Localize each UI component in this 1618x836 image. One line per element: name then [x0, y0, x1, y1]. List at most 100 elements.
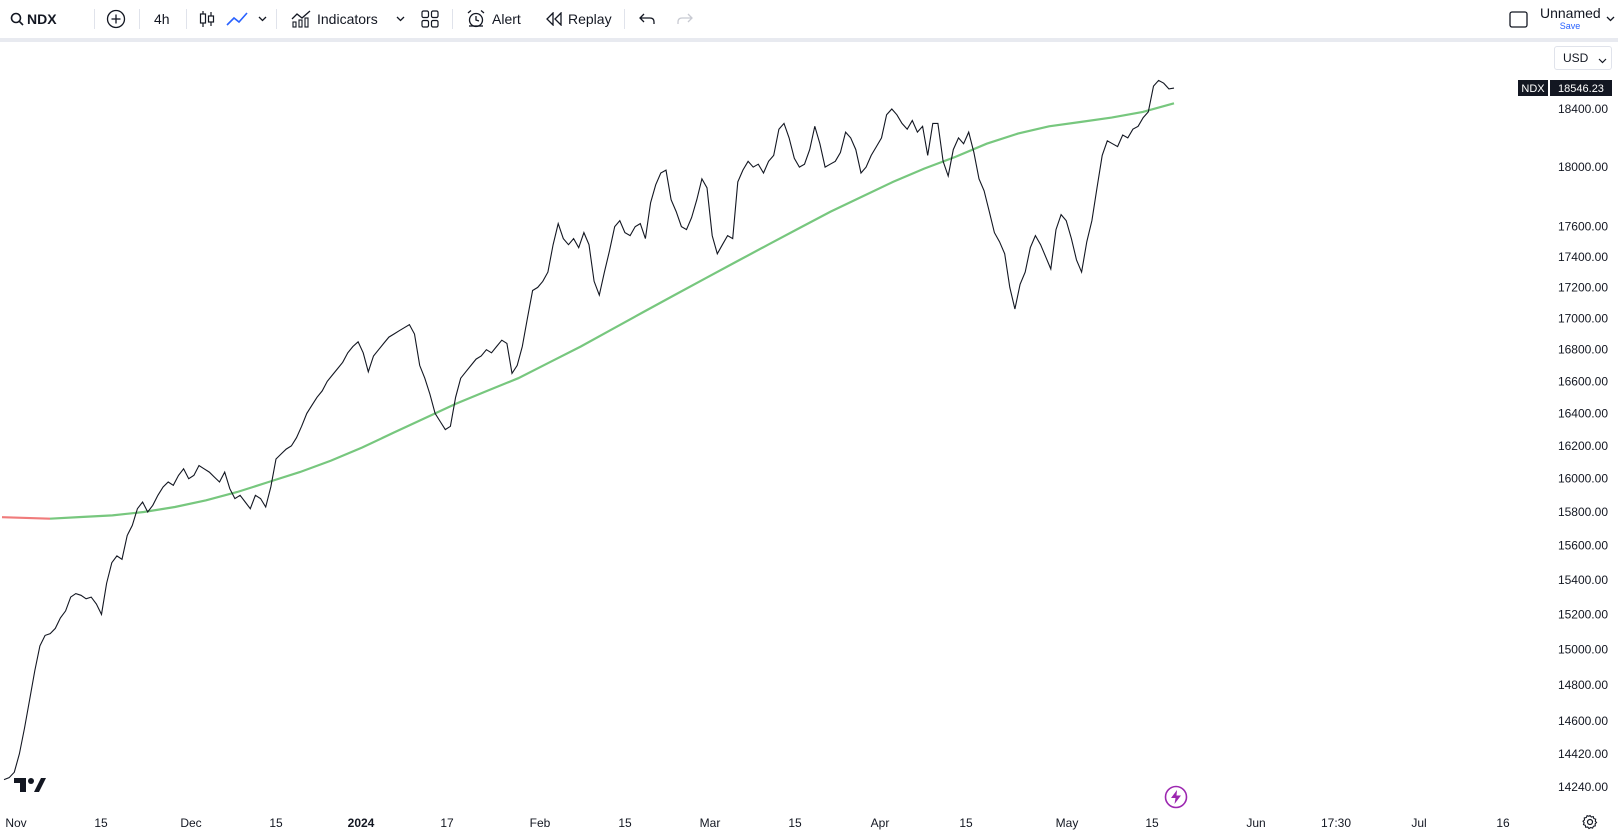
last-price-value: 18546.23: [1558, 83, 1604, 95]
last-price-box: [1550, 80, 1612, 96]
price-axis-label: 17000.00: [1558, 311, 1608, 325]
alarm-clock-icon: [466, 9, 486, 29]
interval-button[interactable]: 4h: [154, 0, 170, 38]
price-axis-label: 15000.00: [1558, 642, 1608, 656]
indicators-button[interactable]: Indicators: [291, 0, 378, 38]
price-axis-label: 16400.00: [1558, 406, 1608, 420]
layout-dropdown-button[interactable]: [1606, 0, 1615, 38]
time-axis-label: Dec: [180, 816, 201, 830]
compare-symbol-button[interactable]: [106, 0, 126, 38]
symbol-tag: NDX: [1521, 83, 1545, 95]
chevron-down-icon: [1606, 16, 1615, 22]
replay-label: Replay: [568, 11, 612, 27]
price-axis-label: 15800.00: [1558, 505, 1608, 519]
toolbar-divider: [276, 9, 277, 29]
moving-average-line: [49, 102, 1175, 520]
time-axis-label: Nov: [5, 816, 26, 830]
time-axis-label: 2024: [348, 816, 375, 830]
time-axis-label: May: [1056, 816, 1079, 830]
indicators-label: Indicators: [317, 11, 378, 27]
redo-button[interactable]: [677, 0, 693, 38]
toolbar-divider: [186, 9, 187, 29]
price-axis-label: 17400.00: [1558, 250, 1608, 264]
search-icon: [10, 12, 24, 26]
symbol-search-button[interactable]: NDX: [10, 0, 57, 38]
time-axis-label: 15: [959, 816, 973, 830]
toolbar-divider: [94, 9, 95, 29]
chevron-down-icon: [258, 16, 267, 22]
chevron-down-icon: [1598, 53, 1607, 67]
interval-label: 4h: [154, 11, 170, 27]
time-axis-label: 15: [1145, 816, 1159, 830]
price-axis-label: 16600.00: [1558, 374, 1608, 388]
time-axis-label: 15: [618, 816, 632, 830]
ma-line-early-segment: [1, 516, 51, 520]
chart-type-dropdown-button[interactable]: [258, 0, 267, 38]
undo-icon: [639, 13, 655, 25]
price-axis-label: 15600.00: [1558, 539, 1608, 553]
symbol-label: NDX: [27, 11, 57, 27]
top-toolbar: NDX 4h Indicators: [0, 0, 1618, 38]
plus-circle-icon: [106, 9, 126, 29]
time-axis-label: Apr: [871, 816, 890, 830]
line-chart-icon: [226, 11, 248, 27]
indicators-icon: [291, 10, 311, 28]
time-axis-label: 16: [1496, 816, 1510, 830]
gear-icon[interactable]: [1582, 814, 1598, 835]
price-axis-label: 17600.00: [1558, 220, 1608, 234]
price-axis-label: 15400.00: [1558, 573, 1608, 587]
time-axis-label: Mar: [700, 816, 721, 830]
undo-button[interactable]: [639, 0, 655, 38]
chevron-down-icon: [396, 16, 405, 22]
square-icon: [1509, 10, 1528, 28]
redo-icon: [677, 13, 693, 25]
symbol-tag-box: [1518, 80, 1548, 96]
chart-pane[interactable]: 18400.00 18000.00 17600.00 17400.00 17200.00…: [0, 42, 1618, 836]
time-axis-label: 15: [94, 816, 108, 830]
time-axis-label: Jul: [1411, 816, 1426, 830]
time-axis-label: 17:30: [1321, 816, 1351, 830]
layout-name: Unnamed: [1540, 5, 1601, 21]
price-axis-label: 15200.00: [1558, 607, 1608, 621]
time-axis-label: 15: [788, 816, 802, 830]
price-axis-label: 16000.00: [1558, 472, 1608, 486]
line-chart-type-button[interactable]: [226, 0, 248, 38]
toolbar-divider: [139, 9, 140, 29]
fullscreen-button[interactable]: [1509, 0, 1528, 38]
price-axis-label: 14240.00: [1558, 780, 1608, 794]
layouts-button[interactable]: [421, 0, 439, 38]
candlestick-icon: [199, 10, 215, 28]
toolbar-border: [0, 38, 1618, 42]
save-status: Save: [1559, 21, 1581, 31]
price-axis-label: 18000.00: [1558, 160, 1608, 174]
alert-button[interactable]: Alert: [466, 0, 521, 38]
time-axis-label: Feb: [530, 816, 551, 830]
price-chart[interactable]: 18400.00 18000.00 17600.00 17400.00 17200.00…: [0, 42, 1618, 836]
price-axis-label: 14420.00: [1558, 747, 1608, 761]
price-axis-label: 18400.00: [1558, 102, 1608, 116]
price-axis-label: 14600.00: [1558, 714, 1608, 728]
price-axis[interactable]: 18400.00 18000.00 17600.00 17400.00 17200.00…: [1558, 102, 1608, 794]
replay-button[interactable]: Replay: [546, 0, 612, 38]
currency-value: USD: [1563, 51, 1589, 65]
tradingview-logo[interactable]: [14, 776, 46, 799]
lightning-icon[interactable]: [1164, 785, 1188, 814]
price-line: [3, 79, 1175, 781]
indicators-dropdown-button[interactable]: [396, 0, 405, 38]
layout-name-button[interactable]: Unnamed Save: [1540, 5, 1601, 31]
time-axis-label: 15: [269, 816, 283, 830]
grid-layout-icon: [421, 10, 439, 28]
price-axis-label: 16200.00: [1558, 439, 1608, 453]
alert-label: Alert: [492, 11, 521, 27]
candles-chart-type-button[interactable]: [199, 0, 215, 38]
price-axis-label: 16800.00: [1558, 343, 1608, 357]
time-axis-label: 17: [440, 816, 454, 830]
price-axis-label: 14800.00: [1558, 678, 1608, 692]
price-axis-label: 17200.00: [1558, 280, 1608, 294]
toolbar-divider: [452, 9, 453, 29]
time-axis-label: Jun: [1246, 816, 1265, 830]
time-axis[interactable]: Nov 15 Dec 15 2024 17 Feb 15 Mar 15 Apr 15 May 15 Jun 1…: [5, 816, 1510, 830]
last-price-badge: NDX 18546.23: [1518, 80, 1612, 96]
currency-select[interactable]: USD: [1554, 46, 1612, 70]
rewind-icon: [546, 12, 562, 26]
